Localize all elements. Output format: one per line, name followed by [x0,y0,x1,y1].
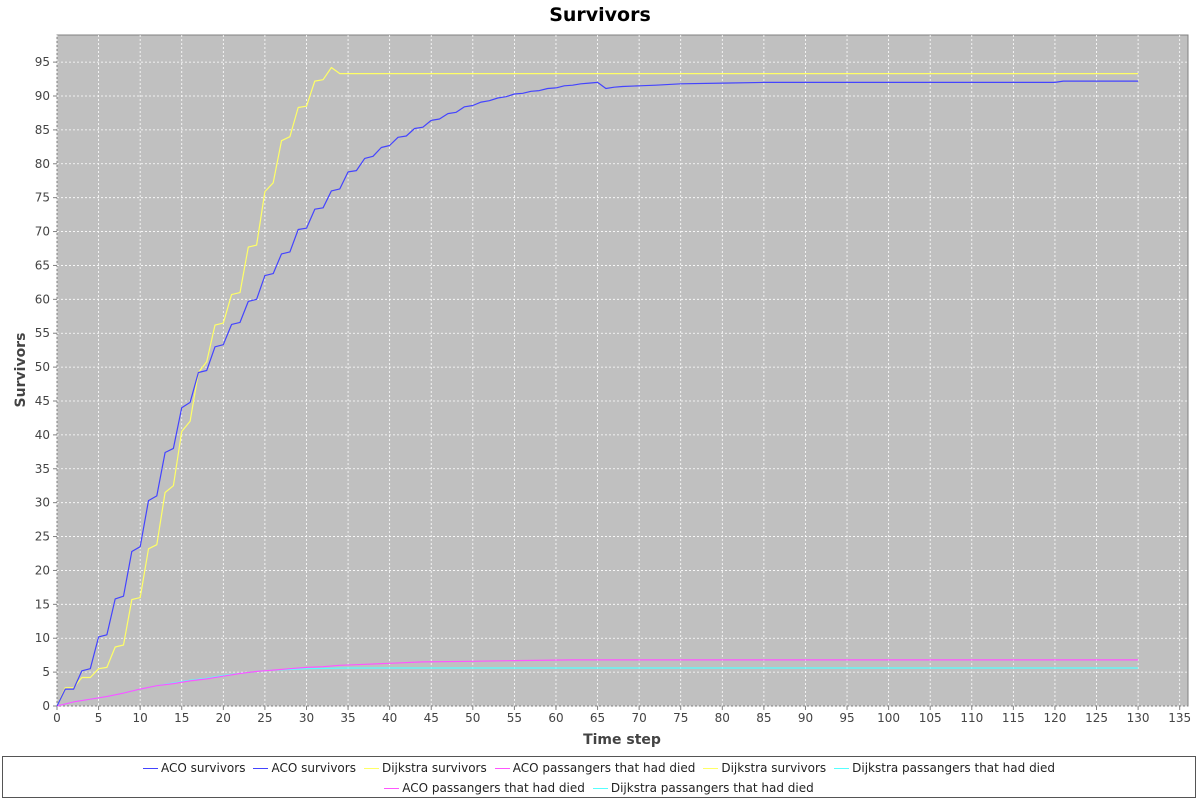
x-tick-label: 85 [756,711,771,725]
y-tick-label: 90 [35,89,50,103]
x-tick-label: 115 [1002,711,1025,725]
x-tick-label: 130 [1127,711,1150,725]
x-tick-label: 10 [133,711,148,725]
series-line-aco-survivors [56,80,1139,707]
y-tick-label: 65 [35,258,50,272]
x-tick-label: 120 [1043,711,1066,725]
x-tick-label: 125 [1085,711,1108,725]
legend-label: Dijkstra passangers that had died [610,781,814,795]
legend-label: ACO passangers that had died [402,781,585,795]
x-tick-label: 75 [673,711,688,725]
legend-item: Dijkstra passangers that had died [592,781,814,795]
y-tick-label: 0 [42,699,50,713]
x-tick-label: 5 [95,711,103,725]
y-tick-label: 80 [35,157,50,171]
legend-label: ACO survivors [271,761,356,775]
y-tick-label: 35 [35,462,50,476]
x-tick-label: 40 [382,711,397,725]
series-lines [56,66,1139,707]
y-tick-label: 5 [42,665,50,679]
x-tick-label: 70 [631,711,646,725]
legend-swatch [592,787,608,789]
x-tick-label: 45 [424,711,439,725]
legend-swatch [384,787,400,789]
x-tick-label: 60 [548,711,563,725]
plot-area [56,34,1189,707]
x-tick-label: 0 [53,711,61,725]
legend-item: Dijkstra survivors [703,761,826,775]
legend: ACO survivors ACO survivors Dijkstra survi… [2,756,1196,798]
legend-swatch [142,767,158,769]
x-tick-label: 35 [340,711,355,725]
x-tick-label: 20 [216,711,231,725]
legend-swatch [834,767,850,769]
legend-swatch [703,767,719,769]
y-tick-label: 75 [35,191,50,205]
y-tick-label: 40 [35,428,50,442]
x-tick-label: 100 [877,711,900,725]
y-tick-label: 15 [35,597,50,611]
legend-row: ACO passangers that had died Dijkstra pas… [3,781,1195,795]
legend-label: Dijkstra passangers that had died [852,761,1056,775]
legend-item: ACO survivors [253,761,356,775]
y-tick-label: 60 [35,292,50,306]
legend-item: Dijkstra passangers that had died [834,761,1055,775]
y-tick-label: 45 [35,394,50,408]
legend-label: ACO passangers that had died [512,761,696,775]
x-tick-label: 135 [1168,711,1191,725]
x-tick-label: 55 [507,711,522,725]
x-tick-label: 15 [174,711,189,725]
series-line-aco-passangers-that-had-died [56,659,1139,707]
legend-label: ACO survivors [160,761,246,775]
x-tick-label: 80 [715,711,730,725]
chart-svg: Survivors 0 5 10 15 20 25 30 35 40 45 50 55 60 65 70 75… [13,4,1191,748]
y-tick-label: 70 [35,225,50,239]
grid-lines [56,35,1188,707]
x-tick-label: 30 [299,711,314,725]
x-tick-label: 95 [839,711,854,725]
x-axis-label: Time step [583,732,661,748]
y-tick-label: 30 [35,496,50,510]
x-tick-label: 50 [465,711,480,725]
legend-item: ACO passangers that had died [384,781,585,795]
series-line-dijkstra-survivors [56,66,1139,707]
chart-title: Survivors [549,4,651,26]
legend-item: ACO survivors [142,761,246,775]
legend-label: Dijkstra survivors [721,761,827,775]
x-tick-label: 90 [798,711,813,725]
y-tick-label: 10 [35,631,50,645]
y-tick-label: 85 [35,123,50,137]
legend-item: Dijkstra survivors [363,761,487,775]
y-tick-label: 55 [35,326,50,340]
axes: 0 5 10 15 20 25 30 35 40 45 50 55 60 65 70 75 80 85 90 95 10… [35,55,1191,725]
x-tick-label: 25 [257,711,272,725]
legend-swatch [253,767,269,769]
y-tick-label: 20 [35,563,50,577]
legend-swatch [494,767,510,769]
y-tick-label: 25 [35,530,50,544]
x-tick-label: 65 [590,711,605,725]
x-tick-label: 110 [960,711,983,725]
x-tick-label: 105 [919,711,942,725]
legend-row: ACO survivors ACO survivors Dijkstra survi… [3,761,1195,775]
legend-swatch [363,767,379,769]
y-tick-label: 50 [35,360,50,374]
y-axis-label: Survivors [13,333,29,408]
y-tick-label: 95 [35,55,50,69]
legend-item: ACO passangers that had died [494,761,696,775]
legend-label: Dijkstra survivors [381,761,487,775]
